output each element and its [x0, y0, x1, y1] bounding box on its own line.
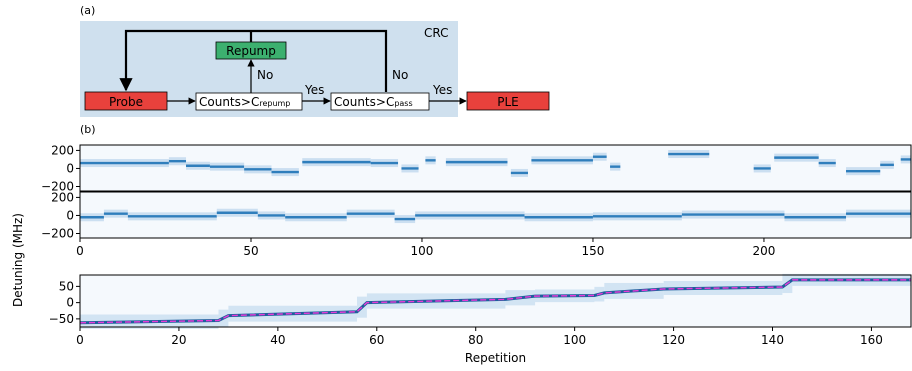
yes-label-1: Yes	[304, 83, 324, 97]
panel-label-a: (a)	[80, 4, 95, 17]
top-row-1-plot: 200 0 −200	[41, 143, 912, 193]
y-tick-label: −200	[41, 226, 74, 240]
repump-box	[215, 41, 287, 60]
x-tick-label: 150	[582, 244, 605, 258]
condition-repump-label: Counts>Crepump	[199, 95, 290, 109]
x-tick-label: 80	[468, 333, 483, 347]
probe-label: Probe	[109, 95, 143, 109]
x-tick-label: 120	[662, 333, 685, 347]
x-tick-label: 200	[752, 244, 775, 258]
x-axis-label: Repetition	[465, 351, 526, 365]
y-tick-label: −200	[41, 179, 74, 193]
condition-pass-label: Counts>Cpass	[334, 95, 413, 109]
shared-y-axis-label: Detuning (MHz)	[11, 213, 25, 307]
x-tick-label: 100	[563, 333, 586, 347]
ple-box	[466, 91, 550, 111]
x-tick-label: 140	[761, 333, 784, 347]
plot-frame	[79, 274, 912, 328]
x-tick-label: 60	[369, 333, 384, 347]
y-tick-label: 0	[66, 208, 74, 222]
x-tick-label: 160	[860, 333, 883, 347]
no-label-1: No	[257, 68, 273, 82]
panel-label-b: (b)	[80, 123, 96, 136]
x-tick-label: 100	[411, 244, 434, 258]
repump-label: Repump	[226, 44, 276, 58]
y-tick-label: 200	[51, 190, 74, 204]
y-tick-label: 50	[59, 279, 74, 293]
y-tick-label: 200	[51, 143, 74, 157]
x-tick-label: 0	[76, 244, 84, 258]
y-tick-label: −50	[49, 312, 74, 326]
x-tick-label: 0	[76, 333, 84, 347]
x-tick-label: 20	[171, 333, 186, 347]
no-label-2: No	[392, 68, 408, 82]
x-tick-label: 40	[270, 333, 285, 347]
y-tick-label: 0	[66, 296, 74, 310]
ple-label: PLE	[497, 95, 519, 109]
yes-label-2: Yes	[432, 83, 452, 97]
trend-fit-line	[79, 279, 911, 324]
feedback-loop-arrow	[119, 29, 388, 92]
crc-label: CRC	[424, 26, 449, 40]
y-tick-label: 0	[66, 161, 74, 175]
x-tick-label: 50	[243, 244, 258, 258]
